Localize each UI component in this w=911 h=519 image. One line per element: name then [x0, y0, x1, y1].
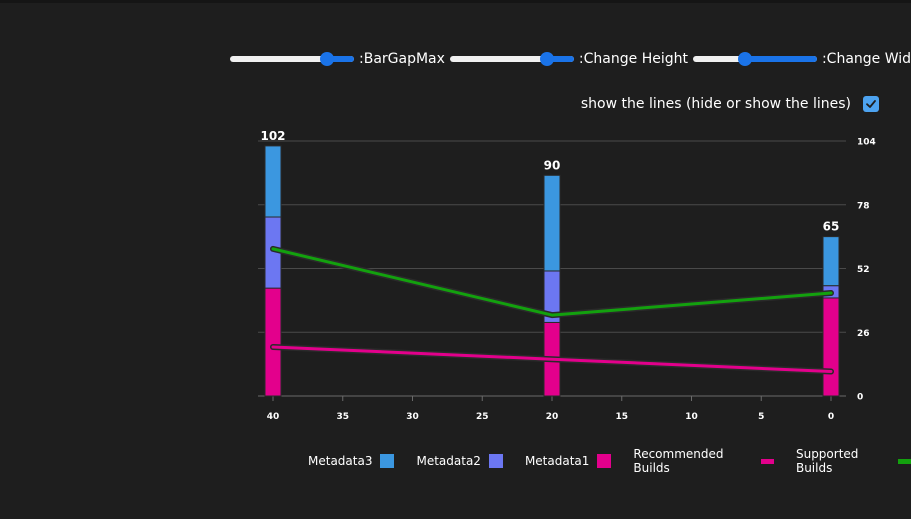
x-tick-label: 15	[615, 412, 628, 422]
top-border	[0, 0, 911, 3]
slider-fill	[326, 56, 354, 62]
legend-swatch	[597, 454, 612, 468]
line-recommended-builds	[271, 345, 833, 373]
line-supported-builds	[271, 247, 833, 317]
legend-swatch	[761, 458, 774, 464]
y-tick-label: 104	[857, 138, 876, 148]
bar-gap-max-label: :BarGapMax	[359, 51, 445, 67]
x-tick-label: 40	[267, 412, 280, 422]
bar-gap-max-slider[interactable]	[228, 48, 356, 70]
x-tick-label: 10	[685, 412, 698, 422]
legend-label: Metadata2	[416, 454, 481, 468]
y-tick-label: 52	[857, 265, 870, 275]
y-tick-label: 26	[857, 329, 870, 339]
slider-track	[230, 56, 354, 62]
slider-track	[449, 56, 574, 62]
y-tick-label: 78	[857, 201, 870, 211]
legend-item-metadata2[interactable]: Metadata2	[416, 454, 503, 468]
chart-legend: Metadata3 Metadata2 Metadata1 Recommended B…	[308, 447, 911, 475]
legend-item-recommended-builds[interactable]: Recommended Builds	[633, 447, 774, 475]
x-tick-label: 20	[546, 412, 559, 422]
legend-item-supported-builds[interactable]: Supported Builds	[796, 447, 911, 475]
legend-label: Supported Builds	[795, 447, 859, 475]
legend-swatch	[488, 454, 503, 468]
show-lines-label: show the lines (hide or show the lines)	[580, 96, 851, 112]
x-tick-label: 5	[758, 412, 764, 422]
bar-total-label: 65	[823, 220, 840, 234]
bar-segment-metadata3	[822, 236, 840, 287]
x-tick-label: 0	[828, 412, 834, 422]
slider-thumb[interactable]	[738, 52, 753, 66]
y-tick-label: 0	[857, 393, 863, 403]
legend-label: Metadata1	[524, 454, 590, 468]
legend-item-metadata3[interactable]: Metadata3	[308, 454, 395, 468]
bar-total-label: 90	[544, 158, 561, 172]
legend-item-metadata1[interactable]: Metadata1	[524, 454, 612, 468]
controls-bar: :BarGapMax :Change Height :Change Width	[228, 48, 911, 70]
slider-thumb[interactable]	[539, 52, 554, 66]
bar-segment-metadata1	[264, 287, 282, 397]
slider-fill	[745, 56, 817, 62]
x-tick-label: 35	[336, 412, 349, 422]
bar-total-label: 102	[260, 129, 285, 143]
x-tick-label: 30	[406, 412, 419, 422]
bar-segment-metadata3	[264, 145, 282, 218]
legend-label: Metadata3	[308, 454, 373, 468]
legend-swatch	[898, 458, 911, 464]
change-height-label: :Change Height	[578, 51, 688, 67]
legend-swatch	[380, 454, 395, 468]
change-width-slider[interactable]	[691, 48, 819, 70]
legend-label: Recommended Builds	[633, 447, 724, 475]
change-width-label: :Change Width	[821, 51, 911, 67]
checkmark-icon	[866, 100, 876, 108]
show-lines-toggle-row: show the lines (hide or show the lines)	[581, 96, 879, 112]
x-tick-label: 25	[476, 412, 489, 422]
change-height-slider[interactable]	[448, 48, 576, 70]
slider-fill	[546, 56, 574, 62]
bar-segment-metadata3	[543, 174, 561, 272]
slider-thumb[interactable]	[319, 52, 334, 66]
show-lines-checkbox[interactable]	[863, 96, 879, 112]
bar-segment-metadata1	[822, 297, 840, 397]
